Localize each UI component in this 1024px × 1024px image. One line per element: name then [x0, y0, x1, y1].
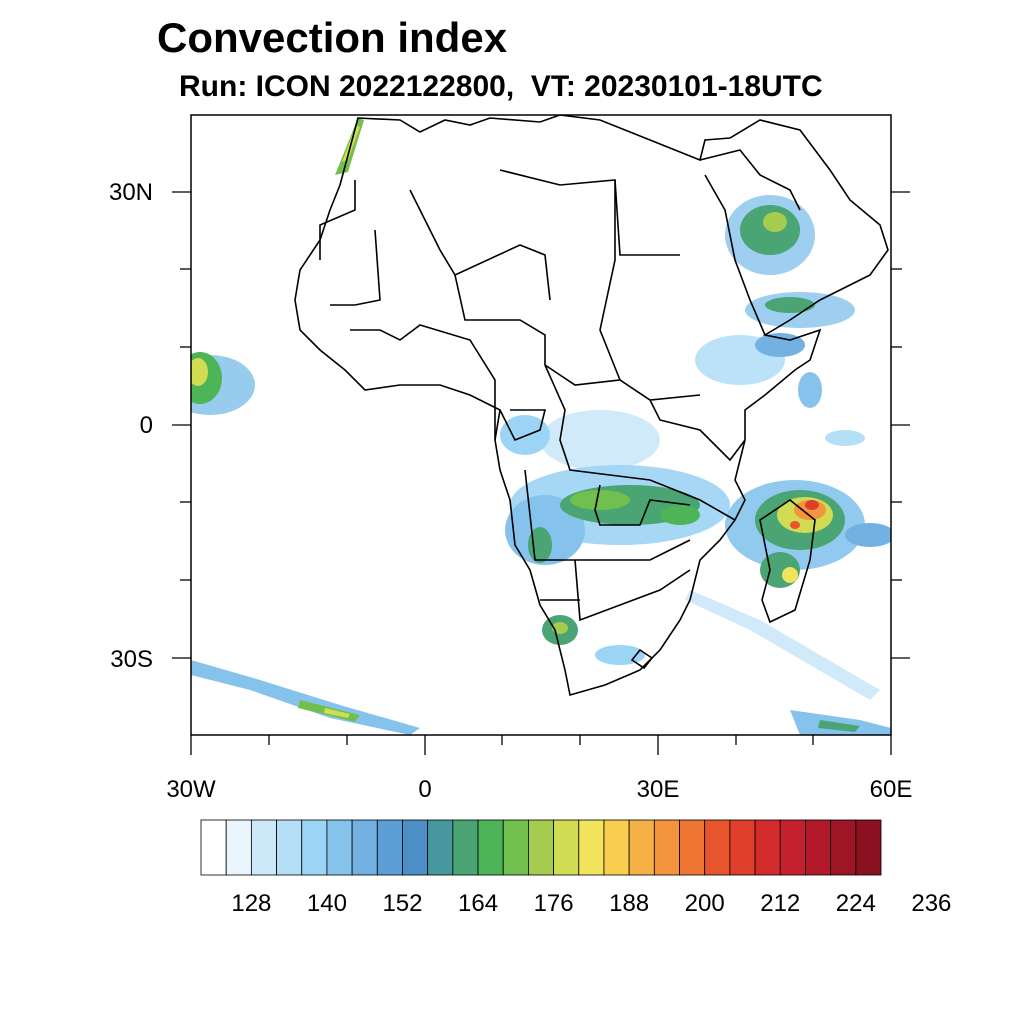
colorbar-box [830, 819, 857, 876]
coastlines [294, 115, 889, 697]
colorbar-tick-label: 152 [382, 890, 422, 917]
colorbar-box [402, 819, 429, 876]
colorbar-box [225, 819, 252, 876]
colorbar-box [250, 819, 277, 876]
colorbar-box [855, 819, 882, 876]
colorbar-tick-label: 212 [760, 890, 800, 917]
lat-label-30s: 30S [110, 646, 153, 673]
colorbar-box [528, 819, 554, 876]
colorbar-labels: 128 140 152 164 176 188 200 212 224 236 [231, 890, 951, 917]
colorbar-tick-label: 140 [307, 890, 347, 917]
lat-label-0: 0 [140, 412, 153, 439]
colorbar-box [452, 819, 479, 876]
colorbar-box [200, 819, 227, 876]
chart-subtitle: Run: ICON 2022122800, VT: 20230101-18UTC [179, 70, 823, 103]
lon-label-30w: 30W [166, 776, 216, 803]
colorbar-box [376, 819, 403, 876]
colorbar-box [628, 819, 655, 876]
colorbar-box [704, 819, 731, 876]
colorbar-box [653, 819, 680, 876]
colorbar-tick-label: 236 [911, 890, 951, 917]
colorbar-tick-label: 200 [685, 890, 725, 917]
colorbar-box [729, 819, 756, 876]
colorbar-box [502, 819, 529, 876]
lat-ticks [172, 191, 910, 659]
colorbar-tick-label: 128 [231, 890, 271, 917]
lon-ticks [190, 735, 892, 755]
lon-label-0: 0 [418, 776, 431, 803]
colorbar-tick-label: 176 [534, 890, 574, 917]
colorbar-box [779, 819, 806, 876]
colorbar-box [679, 819, 706, 876]
colorbar-box [301, 819, 328, 876]
lon-label-60e: 60E [870, 776, 913, 803]
colorbar-tick-label: 188 [609, 890, 649, 917]
colorbar [200, 819, 882, 876]
convection-field [191, 118, 891, 735]
colorbar-box [427, 819, 454, 876]
colorbar-box [805, 819, 832, 876]
colorbar-box [578, 819, 605, 876]
colorbar-box [276, 819, 303, 876]
colorbar-box [477, 819, 504, 876]
colorbar-box [603, 819, 630, 876]
chart-title: Convection index [157, 14, 508, 61]
colorbar-box [351, 819, 378, 876]
colorbar-box [754, 819, 781, 876]
colorbar-box [326, 819, 353, 876]
lat-label-30n: 30N [109, 179, 153, 206]
colorbar-tick-label: 164 [458, 890, 498, 917]
colorbar-box [553, 819, 580, 876]
lon-label-30e: 30E [637, 776, 680, 803]
colorbar-tick-label: 224 [836, 890, 876, 917]
